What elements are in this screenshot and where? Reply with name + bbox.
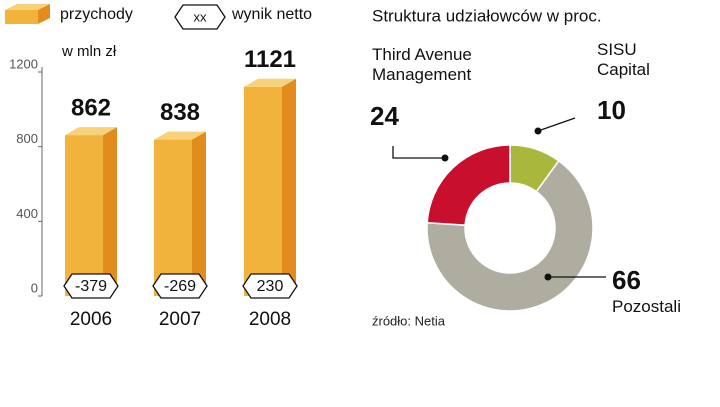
chart-title: Struktura udziałowców w proc. xyxy=(372,6,602,25)
value-label: 838 xyxy=(160,99,200,126)
legend-marker-label: xx xyxy=(194,9,208,24)
net-label: 230 xyxy=(257,278,284,295)
legend-swatch xyxy=(38,4,50,24)
x-tick-label: 2008 xyxy=(249,309,291,330)
category-label: Pozostali xyxy=(612,297,681,316)
net-badge xyxy=(242,273,298,299)
leader-dot xyxy=(544,273,552,281)
leader-dot xyxy=(441,154,449,162)
legend-label: wynik netto xyxy=(231,6,312,23)
bar-side xyxy=(103,127,117,297)
x-tick-label: 2006 xyxy=(70,309,112,330)
y-tick-label: 1200 xyxy=(9,56,38,71)
y-tick-label: 400 xyxy=(16,206,38,221)
bar-side xyxy=(192,131,206,296)
legend-marker xyxy=(174,4,226,30)
leader-line xyxy=(537,117,576,132)
y-tick-label: 800 xyxy=(16,131,38,146)
bar-front xyxy=(65,135,103,296)
bar-top xyxy=(154,131,206,140)
category-label: SISU Capital xyxy=(597,40,650,79)
net-badge xyxy=(152,273,208,299)
legend-label: przychody xyxy=(60,6,133,23)
y-tick-label: 0 xyxy=(31,280,38,295)
value-label: 1121 xyxy=(244,46,296,73)
value-label: 66 xyxy=(612,265,641,295)
bar-top xyxy=(65,127,117,136)
bar xyxy=(244,78,296,296)
x-tick-label: 2007 xyxy=(159,309,201,330)
bar-side xyxy=(282,78,296,296)
legend-swatch xyxy=(5,4,50,10)
subtitle: w mln zł xyxy=(61,43,117,60)
bar xyxy=(65,127,117,297)
net-badge xyxy=(63,273,119,299)
legend-swatch xyxy=(5,10,38,24)
bar xyxy=(154,131,206,296)
net-label: -379 xyxy=(75,278,107,295)
bar-front xyxy=(244,86,282,296)
value-label: 862 xyxy=(71,94,111,121)
value-label: 24 xyxy=(370,101,399,131)
leader-line xyxy=(392,146,445,159)
category-label: Third Avenue Management xyxy=(372,45,472,84)
bar-top xyxy=(244,78,296,87)
value-label: 10 xyxy=(597,95,626,125)
bar-front xyxy=(154,139,192,296)
donut-segment xyxy=(426,159,594,312)
source: źródło: Netia xyxy=(372,313,446,328)
leader-dot xyxy=(534,127,542,135)
net-label: -269 xyxy=(164,278,196,295)
donut-segment xyxy=(426,144,511,226)
